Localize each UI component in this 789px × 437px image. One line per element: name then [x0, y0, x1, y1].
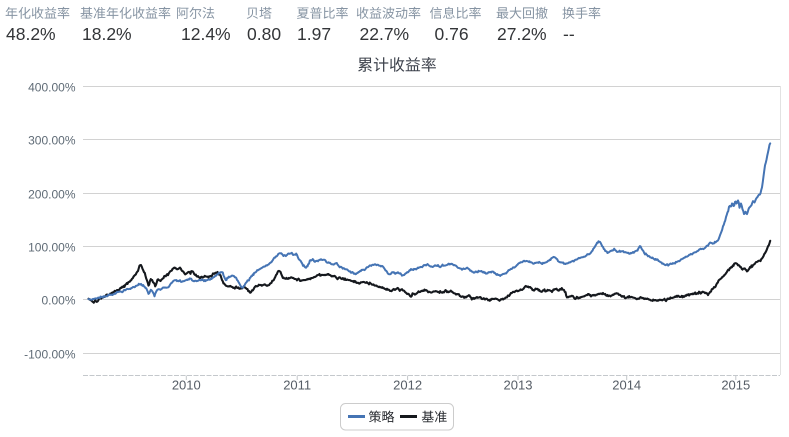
svg-text:2010: 2010 [172, 377, 201, 392]
svg-text:27.2%: 27.2% [497, 24, 547, 44]
svg-text:400.00%: 400.00% [28, 80, 76, 94]
svg-text:2015: 2015 [721, 377, 750, 392]
svg-text:1.97: 1.97 [297, 24, 331, 44]
svg-text:0.76: 0.76 [435, 24, 469, 44]
svg-text:48.2%: 48.2% [6, 24, 56, 44]
svg-text:--: -- [563, 24, 575, 44]
svg-text:2013: 2013 [504, 377, 533, 392]
svg-text:2014: 2014 [612, 377, 641, 392]
svg-text:18.2%: 18.2% [82, 24, 132, 44]
svg-text:200.00%: 200.00% [28, 187, 76, 201]
svg-text:2012: 2012 [393, 377, 422, 392]
svg-text:22.7%: 22.7% [360, 24, 410, 44]
svg-text:0.00%: 0.00% [41, 293, 75, 307]
svg-text:-100.00%: -100.00% [24, 347, 76, 361]
svg-text:0.80: 0.80 [247, 24, 281, 44]
svg-text:300.00%: 300.00% [28, 133, 76, 147]
svg-text:12.4%: 12.4% [181, 24, 231, 44]
svg-text:2011: 2011 [283, 377, 311, 392]
svg-text:100.00%: 100.00% [28, 240, 76, 254]
